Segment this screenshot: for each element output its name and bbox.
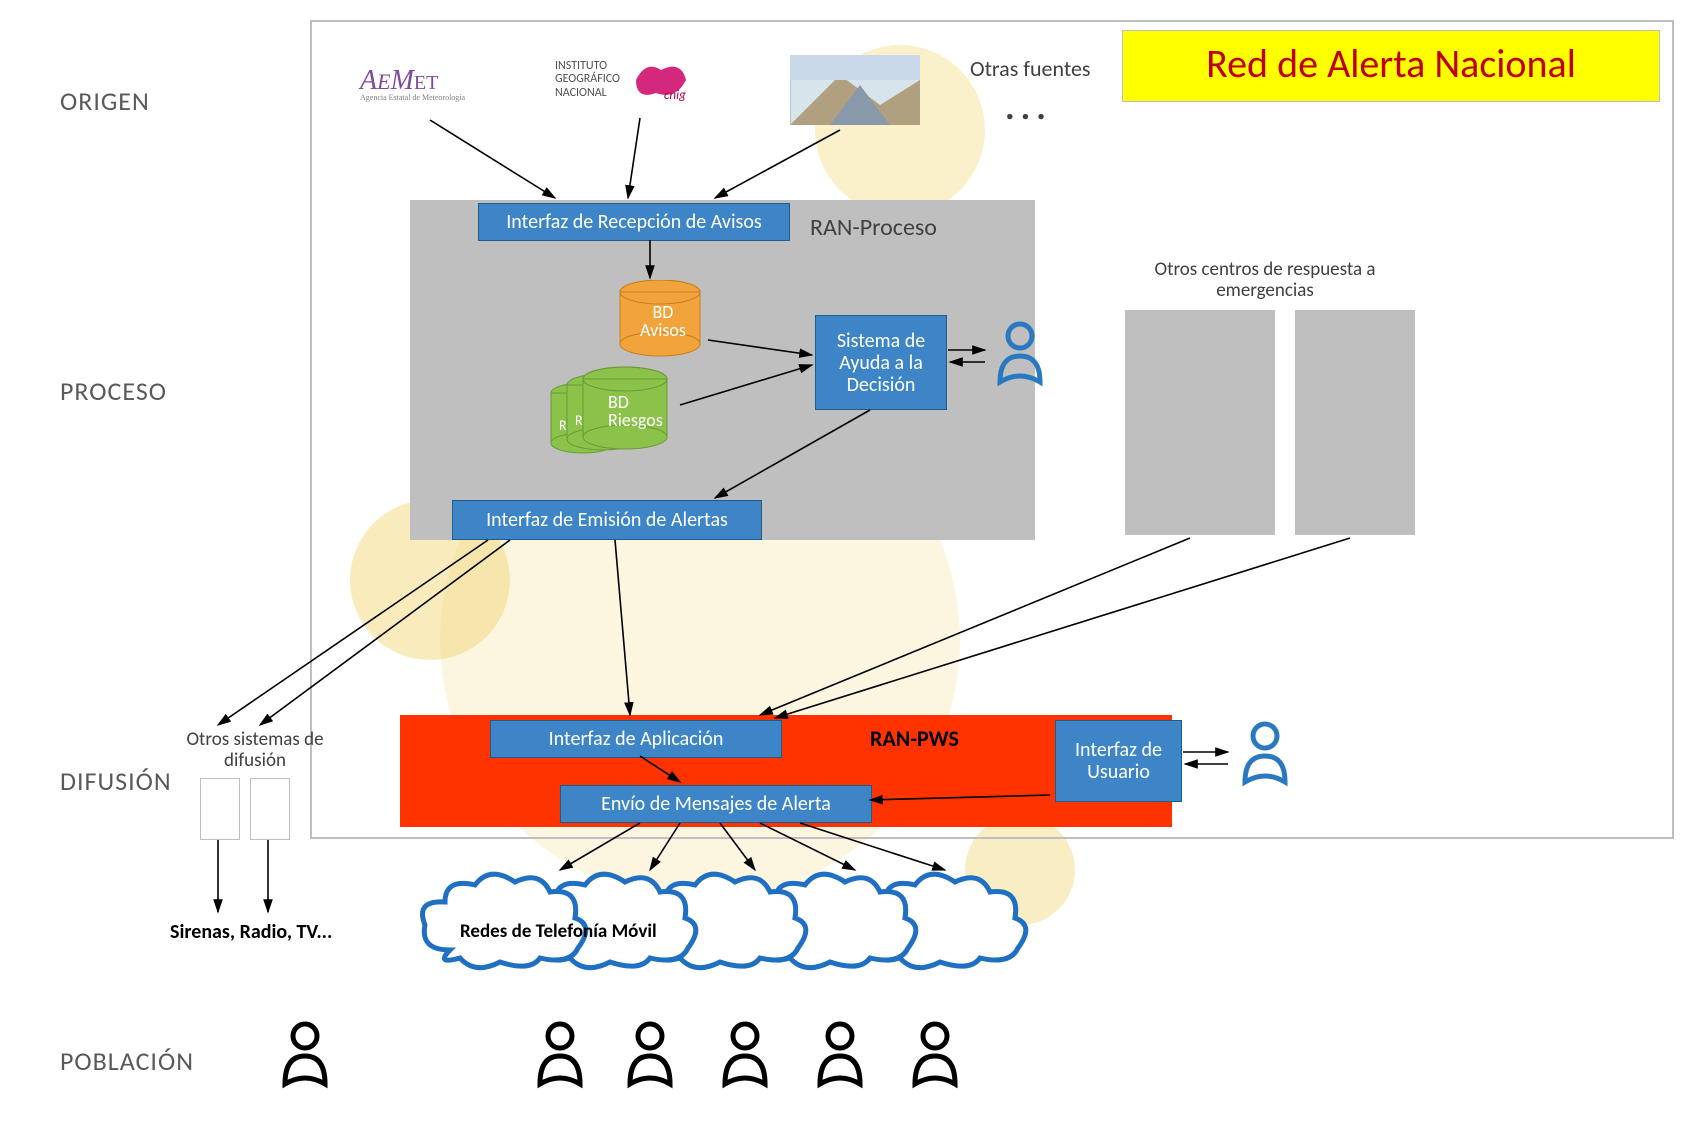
otros-centros-box-2 [1295,310,1415,535]
person-icon-pop-2 [620,1020,680,1095]
otros-centros-label: Otros centros de respuesta a emergencias [1120,260,1410,302]
otros-sistemas-label: Otros sistemas de difusión [165,730,345,772]
person-icon-blue-1 [990,320,1050,390]
otras-fuentes-label: Otras fuentes [970,55,1091,82]
person-icon-pop-3 [715,1020,775,1095]
sistema-ayuda-decision: Sistema de Ayuda a la Decisión [815,315,947,410]
row-label-poblacion: POBLACIÓN [60,1045,194,1077]
person-icon-pop-5 [905,1020,965,1095]
dam-image-icon [790,55,920,125]
row-label-origen: ORIGEN [60,85,150,117]
interfaz-recepcion: Interfaz de Recepción de Avisos [478,203,790,241]
otros-sistemas-box-2 [250,778,290,840]
row-label-difusion: DIFUSIÓN [60,765,172,797]
row-label-proceso: PROCESO [60,375,167,407]
sirenas-label: Sirenas, Radio, TV... [170,920,332,944]
otras-fuentes-dots: ... [1005,85,1052,129]
otros-sistemas-box-1 [200,778,240,840]
person-icon-pop-1 [530,1020,590,1095]
person-icon-pop-0 [275,1020,335,1095]
bd-riesgos-label: BD Riesgos [608,393,663,429]
envio-mensajes: Envío de Mensajes de Alerta [560,785,872,823]
interfaz-usuario: Interfaz de Usuario [1055,720,1182,802]
svg-text:R: R [559,417,567,434]
ran-pws-label: RAN-PWS [870,725,959,752]
logo-aemet: AEMET Agencia Estatal de Meteorología [360,65,465,102]
bd-avisos-label: BD Avisos [640,303,686,339]
title-box: Red de Alerta Nacional [1122,30,1660,102]
interfaz-aplicacion: Interfaz de Aplicación [490,720,782,758]
clouds-label: Redes de Telefonía Móvil [460,920,657,943]
svg-text:R: R [575,412,583,429]
person-icon-pop-4 [810,1020,870,1095]
ran-proceso-label: RAN-Proceso [810,213,937,242]
logo-ign: INSTITUTO GEOGRÁFICO NACIONAL cnig [555,55,696,105]
person-icon-blue-2 [1235,720,1295,790]
ign-splash-icon: cnig [626,55,696,105]
interfaz-emision: Interfaz de Emisión de Alertas [452,500,762,540]
svg-text:cnig: cnig [664,88,686,103]
otros-centros-box-1 [1125,310,1275,535]
title-text: Red de Alerta Nacional [1206,39,1576,88]
